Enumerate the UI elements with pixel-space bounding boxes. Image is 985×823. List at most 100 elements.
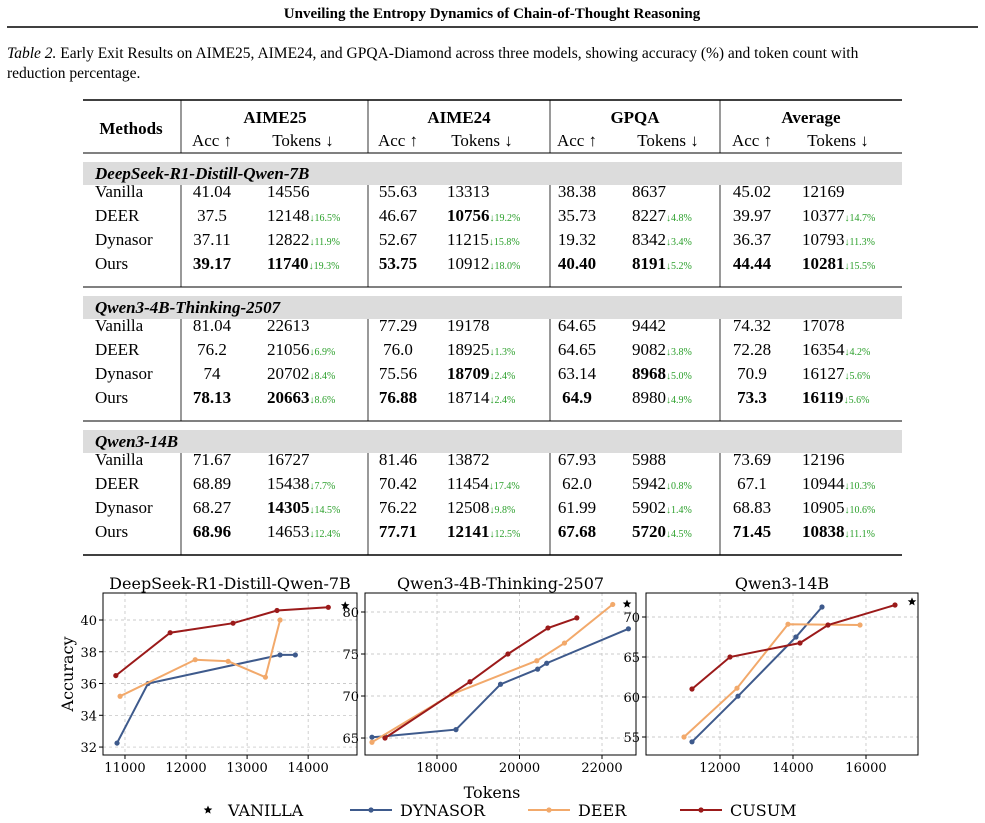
- cell: 10377↓14.7%: [802, 206, 875, 225]
- cell: 12169: [802, 182, 845, 201]
- cell-value: 20702: [267, 364, 310, 383]
- cell: 40.40: [558, 254, 596, 273]
- cell: 5988: [632, 450, 666, 469]
- cell: 12148↓16.5%: [267, 206, 340, 225]
- cell-value: 14653: [267, 522, 310, 541]
- series-point: [230, 620, 236, 626]
- cell-value: 10838: [802, 522, 845, 541]
- cell-value: 10756: [447, 206, 490, 225]
- series-point: [610, 601, 616, 608]
- cell-value: 41.04: [193, 182, 232, 201]
- cell: 18925↓1.3%: [447, 340, 515, 359]
- cell: 36.37: [733, 230, 772, 249]
- cell-value: 52.67: [379, 230, 418, 249]
- cell-value: 8637: [632, 182, 667, 201]
- method-name: Dynasor: [95, 364, 153, 383]
- table: Methods AIME25 Acc ↑ Tokens ↓ AIME24 Acc ↑ Tok…: [83, 99, 902, 556]
- x-tick-label: 18000: [416, 761, 457, 776]
- cell: 12196: [802, 450, 845, 469]
- cell: 64.65: [558, 340, 596, 359]
- running-title: Unveiling the Entropy Dynamics of Chain-…: [284, 6, 701, 22]
- cell-value: 5902: [632, 498, 666, 517]
- reduction: ↓0.8%: [666, 481, 692, 492]
- section-band: [83, 162, 902, 185]
- cell: 68.83: [733, 498, 771, 517]
- series-point: [561, 640, 568, 646]
- cell: 12508↓9.8%: [447, 498, 515, 517]
- cell-value: 63.14: [558, 364, 597, 383]
- cell-value: 76.88: [379, 388, 417, 407]
- vanilla-point: [340, 601, 350, 610]
- cell-value: 12196: [802, 450, 845, 469]
- cell: 71.45: [733, 522, 771, 541]
- reduction: ↓12.5%: [490, 529, 521, 540]
- cell-value: 64.65: [558, 340, 596, 359]
- x-tick-label: 12000: [165, 761, 206, 776]
- cell-value: 5988: [632, 450, 666, 469]
- y-axis-label: Accuracy: [58, 637, 77, 713]
- cell: 41.04: [193, 182, 232, 201]
- cell: 46.67: [379, 206, 418, 225]
- section-title: Qwen3-14B: [95, 432, 178, 451]
- y-tick-label: 55: [623, 731, 640, 746]
- method-name: Ours: [95, 522, 128, 541]
- method-name: Vanilla: [95, 450, 144, 469]
- reduction: ↓5.0%: [666, 371, 692, 382]
- legend-label: CUSUM: [730, 801, 797, 820]
- cell: 14556: [267, 182, 310, 201]
- reduction: ↓7.7%: [310, 481, 336, 492]
- cell: 13313: [447, 182, 490, 201]
- cell-value: 13313: [447, 182, 490, 201]
- series-point: [114, 740, 120, 746]
- reduction: ↓19.3%: [309, 261, 340, 272]
- cell-value: 16354: [802, 340, 845, 359]
- method-name: DEER: [95, 474, 140, 493]
- cell-value: 36.37: [733, 230, 772, 249]
- cell: 44.44: [733, 254, 772, 273]
- cell: 71.67: [193, 450, 232, 469]
- series-point: [574, 615, 580, 621]
- cell-value: 12141: [447, 522, 490, 541]
- cell: 18714↓2.4%: [447, 388, 515, 407]
- cell-value: 67.68: [558, 522, 596, 541]
- cell: 8191↓5.2%: [632, 254, 692, 273]
- plot-frame: [102, 592, 358, 756]
- cell: 5942↓0.8%: [632, 474, 692, 493]
- cell: 70.9: [737, 364, 767, 383]
- cell: 8227↓4.8%: [632, 206, 692, 225]
- cell-value: 37.5: [197, 206, 227, 225]
- cell-value: 16727: [267, 450, 310, 469]
- reduction: ↓18.0%: [490, 261, 521, 272]
- subheader: Tokens ↓: [451, 131, 513, 150]
- method-name: Vanilla: [95, 316, 144, 335]
- x-tick-label: 14000: [772, 761, 813, 776]
- cell-value: 18714: [447, 388, 490, 407]
- cell-value: 68.27: [193, 498, 232, 517]
- series-point: [497, 681, 504, 687]
- section-title: DeepSeek-R1-Distill-Qwen-7B: [94, 164, 309, 183]
- cell: 68.96: [193, 522, 231, 541]
- cell: 63.14: [558, 364, 597, 383]
- cell: 16119↓5.6%: [802, 388, 869, 407]
- cell-value: 11215: [447, 230, 489, 249]
- x-tick-label: 16000: [845, 761, 886, 776]
- series-point: [857, 622, 863, 628]
- cell: 45.02: [733, 182, 771, 201]
- reduction: ↓17.4%: [489, 481, 520, 492]
- series-point: [262, 674, 269, 680]
- cell-value: 74.32: [733, 316, 771, 335]
- cell: 53.75: [379, 254, 417, 273]
- reduction: ↓2.4%: [490, 371, 516, 382]
- cell: 77.71: [379, 522, 417, 541]
- cell-value: 10912: [447, 254, 490, 273]
- cell-value: 16127: [802, 364, 845, 383]
- cell-value: 71.67: [193, 450, 232, 469]
- series-point: [785, 621, 791, 627]
- y-tick-label: 70: [623, 611, 640, 626]
- cell: 8980↓4.9%: [632, 388, 692, 407]
- group-header: Average: [781, 108, 841, 127]
- header-cell: Methods: [99, 119, 163, 138]
- cell: 8637: [632, 182, 667, 201]
- cell-value: 16119: [802, 388, 844, 407]
